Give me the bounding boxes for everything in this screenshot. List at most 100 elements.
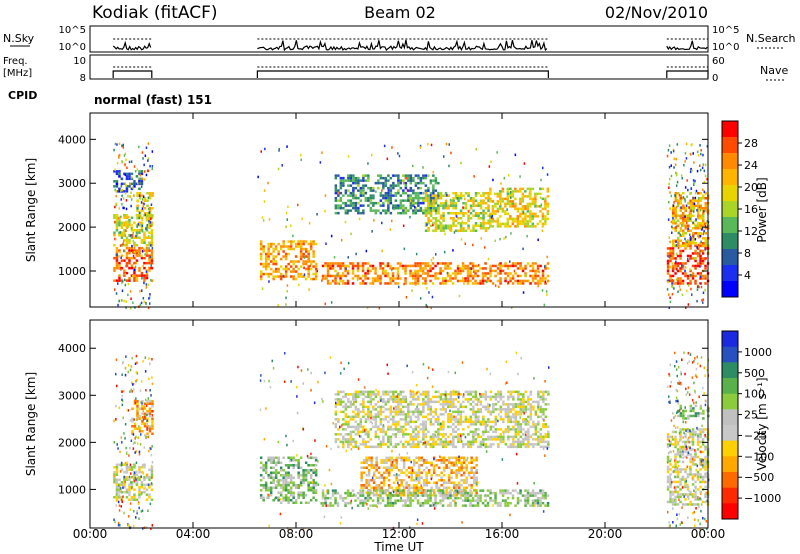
heatmap-cell — [517, 420, 520, 424]
heatmap-cell — [404, 277, 407, 280]
heatmap-cell — [460, 461, 463, 464]
heatmap-cell — [349, 403, 353, 406]
heatmap-cell — [489, 279, 492, 283]
heatmap-speckle — [133, 246, 136, 250]
heatmap-cell — [146, 212, 149, 215]
heatmap-cell — [457, 461, 461, 464]
heatmap-cell — [469, 197, 473, 200]
heatmap-cell — [387, 471, 391, 474]
heatmap-cell — [410, 479, 413, 482]
heatmap-cell — [123, 239, 126, 242]
heatmap-speckle — [537, 284, 539, 288]
heatmap-cell — [412, 179, 415, 182]
heatmap-cell — [264, 272, 268, 276]
heatmap-cell — [151, 425, 154, 428]
heatmap-cell — [136, 204, 139, 207]
heatmap-cell — [304, 461, 308, 464]
heatmap-cell — [342, 400, 345, 404]
heatmap-speckle — [151, 150, 154, 153]
heatmap-cell — [521, 267, 525, 270]
heatmap-cell — [297, 486, 300, 489]
heatmap-speckle — [426, 286, 428, 290]
heatmap-speckle — [675, 184, 678, 187]
heatmap-cell — [446, 267, 450, 270]
heatmap-cell — [389, 501, 392, 505]
heatmap-cell — [704, 197, 707, 200]
heatmap-cell — [512, 395, 515, 399]
heatmap-cell — [442, 433, 445, 436]
heatmap-cell — [267, 250, 270, 253]
heatmap-cell — [405, 484, 408, 487]
heatmap-cell — [395, 459, 398, 462]
heatmap-cell — [399, 408, 403, 411]
heatmap-cell — [120, 224, 124, 227]
heatmap-cell — [407, 413, 410, 416]
heatmap-cell — [467, 474, 471, 477]
heatmap-cell — [390, 459, 393, 462]
heatmap-cell — [140, 221, 144, 224]
heatmap-cell — [501, 210, 505, 213]
heatmap-cell — [534, 200, 537, 203]
heatmap-cell — [136, 194, 139, 197]
heatmap-cell — [351, 282, 355, 285]
heatmap-cell — [379, 440, 383, 444]
heatmap-speckle — [681, 224, 683, 227]
heatmap-cell — [354, 176, 358, 180]
heatmap-cell — [529, 197, 532, 201]
heatmap-cell — [384, 430, 388, 434]
heatmap-cell — [115, 486, 119, 489]
heatmap-cell — [397, 211, 400, 215]
heatmap-cell — [329, 501, 332, 505]
heatmap-cell — [404, 272, 407, 275]
heatmap-cell — [464, 418, 468, 421]
heatmap-cell — [384, 191, 388, 195]
heatmap-cell — [435, 481, 438, 484]
heatmap-cell — [455, 469, 458, 472]
heatmap-cell — [512, 428, 515, 431]
heatmap-speckle — [686, 221, 688, 225]
heatmap-cell — [699, 214, 702, 217]
heatmap-cell — [517, 393, 520, 396]
heatmap-cell — [524, 420, 528, 424]
heatmap-cell — [499, 267, 502, 270]
heatmap-cell — [519, 262, 522, 265]
heatmap-speckle — [684, 186, 687, 189]
heatmap-cell — [148, 269, 151, 272]
heatmap-cell — [364, 440, 368, 444]
heatmap-cell — [529, 205, 532, 208]
heatmap-cell — [454, 194, 458, 197]
heatmap-cell — [399, 413, 403, 416]
heatmap-speckle — [687, 227, 689, 231]
heatmap-cell — [136, 402, 139, 405]
heatmap-cell — [412, 189, 415, 192]
heatmap-cell — [372, 393, 375, 396]
heatmap-speckle — [522, 291, 525, 294]
heatmap-cell — [389, 267, 392, 270]
heatmap-cell — [412, 176, 415, 180]
heatmap-cell — [457, 199, 460, 202]
heatmap-cell — [671, 249, 675, 253]
heatmap-cell — [402, 398, 405, 401]
heatmap-cell — [527, 415, 530, 419]
heatmap-cell — [135, 274, 139, 277]
heatmap-cell — [419, 196, 423, 200]
heatmap-cell — [544, 217, 547, 221]
heatmap-cell — [487, 420, 490, 424]
heatmap-speckle — [694, 191, 697, 195]
heatmap-cell — [123, 483, 126, 486]
heatmap-speckle — [691, 293, 693, 296]
heatmap-cell — [138, 229, 141, 232]
heatmap-cell — [392, 181, 395, 185]
heatmap-cell — [304, 479, 308, 482]
heatmap-cell — [409, 445, 413, 449]
heatmap-cell — [526, 195, 530, 198]
heatmap-cell — [472, 408, 475, 411]
heatmap-cell — [472, 471, 476, 474]
heatmap-cell — [269, 242, 273, 246]
heatmap-cell — [326, 489, 330, 492]
heatmap-cell — [387, 186, 390, 190]
heatmap-cell — [272, 242, 275, 246]
heatmap-cell — [475, 471, 478, 474]
heatmap-speckle — [692, 152, 694, 155]
heatmap-cell — [465, 486, 468, 489]
